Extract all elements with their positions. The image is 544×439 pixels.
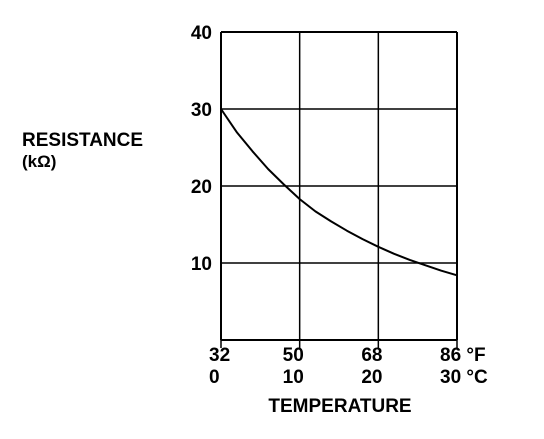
x-tick-label-fahrenheit: 32	[209, 345, 230, 366]
x-tick-label-celsius: 0	[209, 367, 220, 388]
y-tick-label: 10	[191, 254, 212, 275]
y-axis-unit: (kΩ)	[22, 152, 56, 171]
grid-layer	[220, 31, 458, 348]
y-tick-label: 20	[191, 177, 212, 198]
x-tick-label-fahrenheit: 50	[283, 345, 304, 366]
x-tick-label-fahrenheit: 68	[361, 345, 382, 366]
x-tick-label-celsius: 30 °C	[440, 367, 488, 388]
x-tick-label-celsius: 20	[361, 367, 382, 388]
y-axis-title: RESISTANCE	[22, 130, 143, 151]
x-tick-label-fahrenheit: 86 °F	[440, 345, 486, 366]
y-tick-label: 30	[191, 100, 212, 121]
x-tick-label-celsius: 10	[283, 367, 304, 388]
y-tick-labels: 10 20 30 40	[191, 23, 212, 275]
x-axis-title: TEMPERATURE	[268, 396, 411, 417]
plot-frame	[220, 31, 458, 341]
series-layer	[220, 108, 458, 277]
resistance-curve	[220, 108, 458, 277]
y-tick-label: 40	[191, 23, 212, 44]
